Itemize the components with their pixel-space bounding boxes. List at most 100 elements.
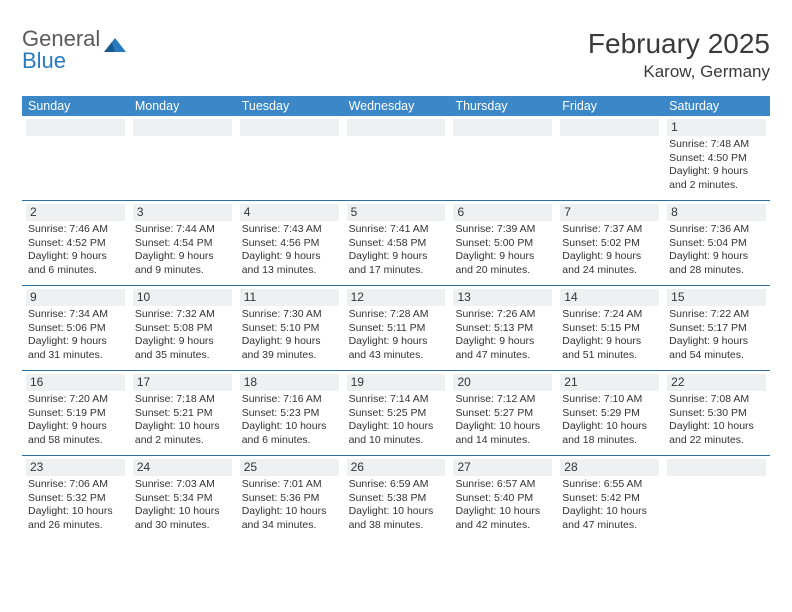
daylight-text: Daylight: 9 hours and 2 minutes. — [669, 165, 764, 192]
day-number: 10 — [133, 289, 232, 306]
daylight-text: Daylight: 9 hours and 13 minutes. — [242, 250, 337, 277]
day-cell — [556, 116, 663, 200]
day-details: Sunrise: 7:08 AMSunset: 5:30 PMDaylight:… — [667, 393, 766, 447]
day-cell: 10 Sunrise: 7:32 AMSunset: 5:08 PMDayligh… — [129, 286, 236, 370]
day-cell: 18 Sunrise: 7:16 AMSunset: 5:23 PMDayligh… — [236, 371, 343, 455]
day-details: Sunrise: 7:43 AMSunset: 4:56 PMDaylight:… — [240, 223, 339, 277]
day-details: Sunrise: 7:12 AMSunset: 5:27 PMDaylight:… — [453, 393, 552, 447]
day-details: Sunrise: 7:18 AMSunset: 5:21 PMDaylight:… — [133, 393, 232, 447]
daylight-text: Daylight: 9 hours and 54 minutes. — [669, 335, 764, 362]
day-number — [133, 119, 232, 136]
daylight-text: Daylight: 10 hours and 22 minutes. — [669, 420, 764, 447]
sunrise-text: Sunrise: 7:28 AM — [349, 308, 444, 321]
day-cell: 9Sunrise: 7:34 AMSunset: 5:06 PMDaylight… — [22, 286, 129, 370]
day-details: Sunrise: 7:01 AMSunset: 5:36 PMDaylight:… — [240, 478, 339, 532]
day-number — [26, 119, 125, 136]
sunset-text: Sunset: 5:15 PM — [562, 322, 657, 335]
sunset-text: Sunset: 4:50 PM — [669, 152, 764, 165]
daylight-text: Daylight: 9 hours and 39 minutes. — [242, 335, 337, 362]
sunrise-text: Sunrise: 7:20 AM — [28, 393, 123, 406]
day-cell — [343, 116, 450, 200]
day-cell: 6 Sunrise: 7:39 AMSunset: 5:00 PMDaylight… — [449, 201, 556, 285]
sunset-text: Sunset: 5:42 PM — [562, 492, 657, 505]
day-header: Sunday — [22, 96, 129, 116]
daylight-text: Daylight: 10 hours and 2 minutes. — [135, 420, 230, 447]
day-cell: 19 Sunrise: 7:14 AMSunset: 5:25 PMDayligh… — [343, 371, 450, 455]
weeks-container: 1Sunrise: 7:48 AMSunset: 4:50 PMDaylight… — [22, 116, 770, 540]
brand-text: General Blue — [22, 28, 100, 72]
day-number: 1 — [667, 119, 766, 136]
day-cell: 11Sunrise: 7:30 AMSunset: 5:10 PMDayligh… — [236, 286, 343, 370]
day-number: 25 — [240, 459, 339, 476]
brand-triangle-icon — [104, 38, 126, 54]
month-title: February 2025 — [588, 28, 770, 60]
day-cell: 28Sunrise: 6:55 AMSunset: 5:42 PMDayligh… — [556, 456, 663, 540]
day-number: 4 — [240, 204, 339, 221]
sunrise-text: Sunrise: 6:55 AM — [562, 478, 657, 491]
day-cell: 22 Sunrise: 7:08 AMSunset: 5:30 PMDayligh… — [663, 371, 770, 455]
day-details: Sunrise: 7:10 AMSunset: 5:29 PMDaylight:… — [560, 393, 659, 447]
calendar-page: General Blue February 2025 Karow, German… — [0, 0, 792, 540]
day-cell: 13Sunrise: 7:26 AMSunset: 5:13 PMDayligh… — [449, 286, 556, 370]
week-row: 23Sunrise: 7:06 AMSunset: 5:32 PMDayligh… — [22, 455, 770, 540]
sunrise-text: Sunrise: 7:39 AM — [455, 223, 550, 236]
daylight-text: Daylight: 10 hours and 34 minutes. — [242, 505, 337, 532]
sunrise-text: Sunrise: 7:48 AM — [669, 138, 764, 151]
daylight-text: Daylight: 10 hours and 18 minutes. — [562, 420, 657, 447]
day-details: Sunrise: 7:16 AMSunset: 5:23 PMDaylight:… — [240, 393, 339, 447]
day-details: Sunrise: 7:14 AMSunset: 5:25 PMDaylight:… — [347, 393, 446, 447]
sunset-text: Sunset: 4:54 PM — [135, 237, 230, 250]
day-number — [240, 119, 339, 136]
day-number: 22 — [667, 374, 766, 391]
day-cell: 4 Sunrise: 7:43 AMSunset: 4:56 PMDaylight… — [236, 201, 343, 285]
sunset-text: Sunset: 5:08 PM — [135, 322, 230, 335]
sunset-text: Sunset: 5:11 PM — [349, 322, 444, 335]
daylight-text: Daylight: 10 hours and 42 minutes. — [455, 505, 550, 532]
day-number: 19 — [347, 374, 446, 391]
daylight-text: Daylight: 10 hours and 38 minutes. — [349, 505, 444, 532]
day-number: 2 — [26, 204, 125, 221]
sunrise-text: Sunrise: 7:22 AM — [669, 308, 764, 321]
day-number: 3 — [133, 204, 232, 221]
sunrise-text: Sunrise: 7:37 AM — [562, 223, 657, 236]
sunset-text: Sunset: 5:25 PM — [349, 407, 444, 420]
day-cell: 14Sunrise: 7:24 AMSunset: 5:15 PMDayligh… — [556, 286, 663, 370]
sunset-text: Sunset: 5:30 PM — [669, 407, 764, 420]
daylight-text: Daylight: 10 hours and 30 minutes. — [135, 505, 230, 532]
week-row: 9Sunrise: 7:34 AMSunset: 5:06 PMDaylight… — [22, 285, 770, 370]
day-number: 27 — [453, 459, 552, 476]
sunset-text: Sunset: 5:17 PM — [669, 322, 764, 335]
sunset-text: Sunset: 5:10 PM — [242, 322, 337, 335]
sunrise-text: Sunrise: 7:30 AM — [242, 308, 337, 321]
day-cell — [663, 456, 770, 540]
sunset-text: Sunset: 5:06 PM — [28, 322, 123, 335]
brand-logo: General Blue — [22, 28, 126, 72]
day-details: Sunrise: 7:41 AMSunset: 4:58 PMDaylight:… — [347, 223, 446, 277]
day-number: 16 — [26, 374, 125, 391]
sunrise-text: Sunrise: 7:06 AM — [28, 478, 123, 491]
sunrise-text: Sunrise: 6:59 AM — [349, 478, 444, 491]
day-number: 28 — [560, 459, 659, 476]
day-details: Sunrise: 6:59 AMSunset: 5:38 PMDaylight:… — [347, 478, 446, 532]
day-cell: 16Sunrise: 7:20 AMSunset: 5:19 PMDayligh… — [22, 371, 129, 455]
day-details: Sunrise: 7:32 AMSunset: 5:08 PMDaylight:… — [133, 308, 232, 362]
day-cell: 24Sunrise: 7:03 AMSunset: 5:34 PMDayligh… — [129, 456, 236, 540]
sunset-text: Sunset: 5:19 PM — [28, 407, 123, 420]
sunrise-text: Sunrise: 7:18 AM — [135, 393, 230, 406]
daylight-text: Daylight: 9 hours and 35 minutes. — [135, 335, 230, 362]
day-number: 21 — [560, 374, 659, 391]
day-details: Sunrise: 7:39 AMSunset: 5:00 PMDaylight:… — [453, 223, 552, 277]
week-row: 1 Sunrise: 7:48 AMSunset: 4:50 PMDaylight… — [22, 116, 770, 200]
sunset-text: Sunset: 5:32 PM — [28, 492, 123, 505]
day-cell — [236, 116, 343, 200]
sunset-text: Sunset: 4:52 PM — [28, 237, 123, 250]
sunrise-text: Sunrise: 7:01 AM — [242, 478, 337, 491]
day-number: 18 — [240, 374, 339, 391]
day-number: 13 — [453, 289, 552, 306]
sunrise-text: Sunrise: 7:08 AM — [669, 393, 764, 406]
calendar-grid: Sunday Monday Tuesday Wednesday Thursday… — [22, 96, 770, 540]
sunset-text: Sunset: 5:13 PM — [455, 322, 550, 335]
day-number: 6 — [453, 204, 552, 221]
day-cell: 21 Sunrise: 7:10 AMSunset: 5:29 PMDayligh… — [556, 371, 663, 455]
week-row: 16 Sunrise: 7:20 AMSunset: 5:19 PM Dayligh… — [22, 370, 770, 455]
